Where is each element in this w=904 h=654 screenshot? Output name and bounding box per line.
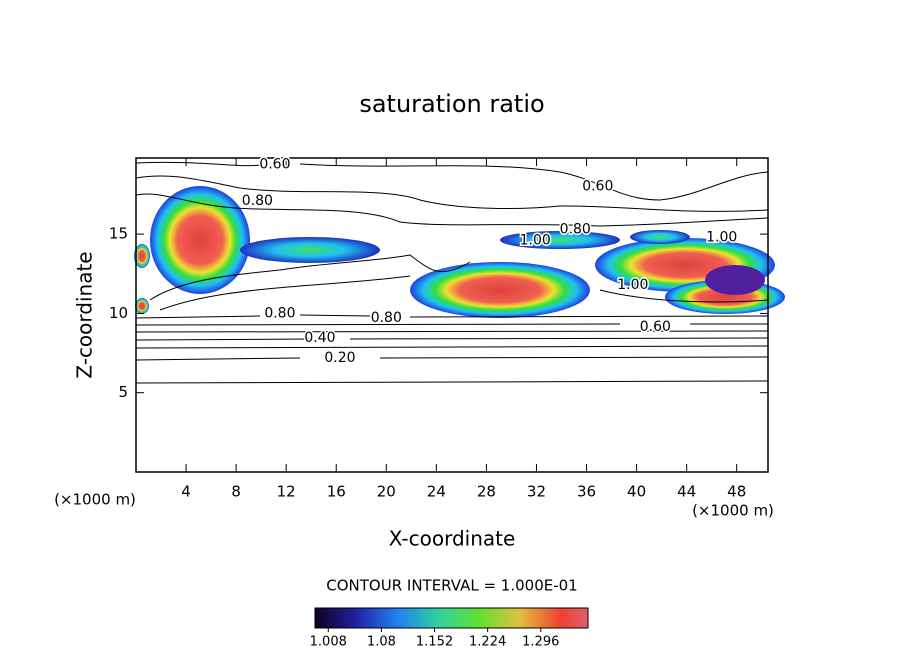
contour-interval: CONTOUR INTERVAL = 1.000E-01	[326, 577, 577, 595]
shaded-region	[134, 244, 150, 268]
x-tick-label: 40	[627, 483, 646, 501]
contour-label: 0.80	[264, 305, 295, 321]
shaded-region	[500, 231, 620, 249]
contour-label: 0.60	[640, 319, 671, 335]
x-tick-label: 12	[277, 483, 296, 501]
x-axis-label: X-coordinate	[389, 527, 516, 551]
shaded-region	[135, 298, 149, 314]
x-tick-label: 4	[181, 483, 191, 501]
contour-label: 0.80	[560, 221, 591, 237]
colorbar	[314, 607, 589, 629]
x-tick-label: 8	[231, 483, 241, 501]
contour-label: 1.00	[617, 277, 648, 293]
contour-line	[135, 356, 769, 361]
colorbar-tick-label: 1.08	[367, 635, 396, 650]
contour-line	[135, 314, 769, 319]
contour-label: 0.60	[582, 179, 613, 195]
contour-label: 0.60	[259, 156, 290, 172]
contour-line	[135, 337, 769, 341]
contour-label: 0.20	[324, 350, 355, 366]
contour-line	[135, 380, 769, 384]
y-unit: (×1000 m)	[54, 491, 136, 509]
contour-label: 0.40	[304, 330, 335, 346]
x-tick-label: 28	[477, 483, 496, 501]
contour-line	[135, 161, 769, 201]
plot-frame	[135, 157, 769, 473]
shaded-region	[150, 186, 250, 294]
x-tick-label: 44	[677, 483, 696, 501]
contour-label: 0.80	[371, 310, 402, 326]
shaded-region	[705, 265, 765, 295]
y-tick-label: 10	[109, 304, 128, 322]
y-axis-label: Z-coordinate	[73, 251, 97, 378]
shaded-regions	[134, 186, 785, 318]
y-tick-label: 15	[109, 225, 128, 243]
contour-line	[135, 345, 769, 349]
shaded-region	[240, 237, 380, 263]
x-tick-label: 48	[727, 483, 746, 501]
contour-line	[135, 193, 769, 227]
contour-label: 1.00	[706, 229, 737, 245]
contour-line	[135, 330, 769, 333]
colorbar-tick-label: 1.152	[416, 635, 453, 650]
contour-label: 0.80	[242, 193, 273, 209]
x-tick-label: 36	[577, 483, 596, 501]
x-tick-label: 24	[427, 483, 446, 501]
y-tick-label: 5	[118, 383, 128, 401]
contour-line	[149, 254, 769, 303]
x-tick-label: 20	[377, 483, 396, 501]
x-tick-label: 16	[327, 483, 346, 501]
x-unit: (×1000 m)	[692, 502, 774, 520]
shaded-region	[630, 230, 690, 244]
chart-title: saturation ratio	[359, 90, 544, 118]
contour-line	[135, 323, 768, 326]
colorbar-tick-label: 1.224	[469, 635, 506, 650]
colorbar-tick-label: 1.296	[522, 635, 559, 650]
colorbar-tick-label: 1.008	[310, 635, 347, 650]
x-tick-label: 32	[527, 483, 546, 501]
contour-line	[135, 175, 769, 212]
contour-label: 1.00	[520, 232, 551, 248]
shaded-region	[410, 262, 590, 318]
contour-line	[159, 275, 411, 311]
contour-lines	[135, 161, 769, 384]
